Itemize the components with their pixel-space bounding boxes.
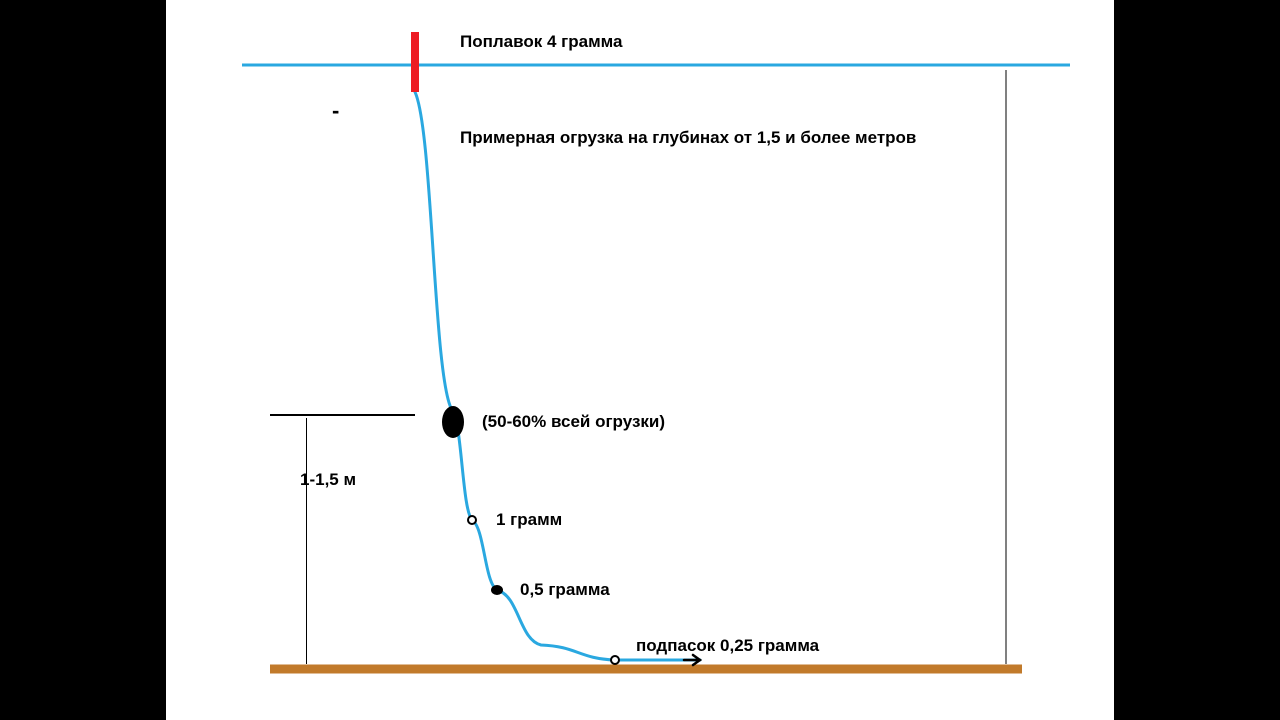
- main-weight-label: (50-60% всей огрузки): [482, 412, 665, 432]
- weight-1g: [467, 515, 477, 525]
- dash-mark: -: [332, 98, 339, 124]
- left-depth-label: 1-1,5 м: [300, 470, 356, 490]
- float-bobber: [411, 32, 419, 92]
- weight-05g-label: 0,5 грамма: [520, 580, 610, 600]
- weight-shot-label: подпасок 0,25 грамма: [636, 636, 819, 656]
- weight-05g: [491, 585, 503, 595]
- left-depth-vline: [306, 418, 307, 664]
- left-depth-tick: [270, 414, 415, 416]
- letterbox-right: [1114, 0, 1280, 720]
- weight-1g-label: 1 грамм: [496, 510, 562, 530]
- diagram-stage: Поплавок 4 грамма Примерная огрузка на г…: [0, 0, 1280, 720]
- weight-shot: [610, 655, 620, 665]
- float-label: Поплавок 4 грамма: [460, 32, 622, 52]
- main-weight: [442, 406, 464, 438]
- letterbox-left: [0, 0, 166, 720]
- diagram-canvas: [166, 0, 1114, 720]
- subtitle-label: Примерная огрузка на глубинах от 1,5 и б…: [460, 128, 916, 148]
